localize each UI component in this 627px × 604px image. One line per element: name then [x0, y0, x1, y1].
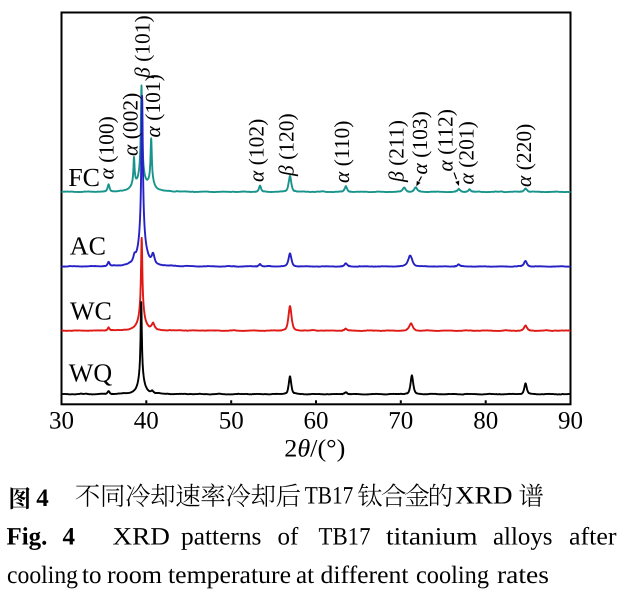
- svg-text:of: of: [278, 523, 300, 550]
- svg-text:β (211): β (211): [385, 120, 409, 183]
- svg-text:WQ: WQ: [69, 358, 113, 387]
- svg-text:α (102): α (102): [245, 119, 269, 182]
- svg-text:α (101): α (101): [141, 74, 165, 137]
- svg-text:30: 30: [49, 408, 74, 435]
- svg-text:at: at: [296, 562, 314, 589]
- svg-text:titanium: titanium: [386, 523, 478, 550]
- svg-text:β (101): β (101): [131, 15, 155, 79]
- svg-text:90: 90: [558, 408, 583, 435]
- svg-text:AC: AC: [70, 232, 106, 261]
- svg-text:rates: rates: [497, 562, 549, 589]
- svg-text:FC: FC: [68, 163, 100, 192]
- svg-text:cooling: cooling: [416, 562, 489, 589]
- svg-text:80: 80: [473, 408, 498, 435]
- svg-text:TB17: TB17: [305, 482, 354, 509]
- svg-text:4: 4: [63, 523, 76, 550]
- svg-text:different: different: [321, 562, 409, 589]
- svg-text:60: 60: [304, 408, 329, 435]
- svg-text:alloys: alloys: [493, 523, 553, 550]
- svg-text:α (110): α (110): [330, 121, 354, 183]
- svg-text:α (100): α (100): [95, 116, 119, 179]
- svg-text:XRD: XRD: [113, 523, 170, 550]
- svg-text:room: room: [107, 562, 163, 589]
- svg-text:α (220): α (220): [512, 124, 536, 187]
- svg-text:α (201): α (201): [454, 121, 478, 184]
- svg-text:Fig.: Fig.: [7, 523, 48, 550]
- svg-text:α (112): α (112): [434, 109, 458, 171]
- svg-text:40: 40: [134, 408, 159, 435]
- svg-text:α (103): α (103): [408, 111, 432, 174]
- svg-text:temperature: temperature: [168, 562, 291, 589]
- svg-text:cooling: cooling: [7, 562, 78, 589]
- svg-text:50: 50: [219, 408, 244, 435]
- svg-text:XRD: XRD: [455, 482, 513, 509]
- svg-text:4: 4: [36, 485, 49, 512]
- svg-text:70: 70: [388, 408, 413, 435]
- svg-text:β (120): β (120): [274, 113, 298, 177]
- svg-text:α (002): α (002): [119, 93, 143, 156]
- svg-text:WC: WC: [70, 297, 112, 326]
- svg-text:2θ/(°): 2θ/(°): [284, 436, 345, 463]
- svg-text:patterns: patterns: [181, 523, 261, 550]
- svg-text:after: after: [569, 523, 617, 550]
- svg-text:to: to: [82, 562, 101, 589]
- svg-text:TB17: TB17: [319, 523, 371, 550]
